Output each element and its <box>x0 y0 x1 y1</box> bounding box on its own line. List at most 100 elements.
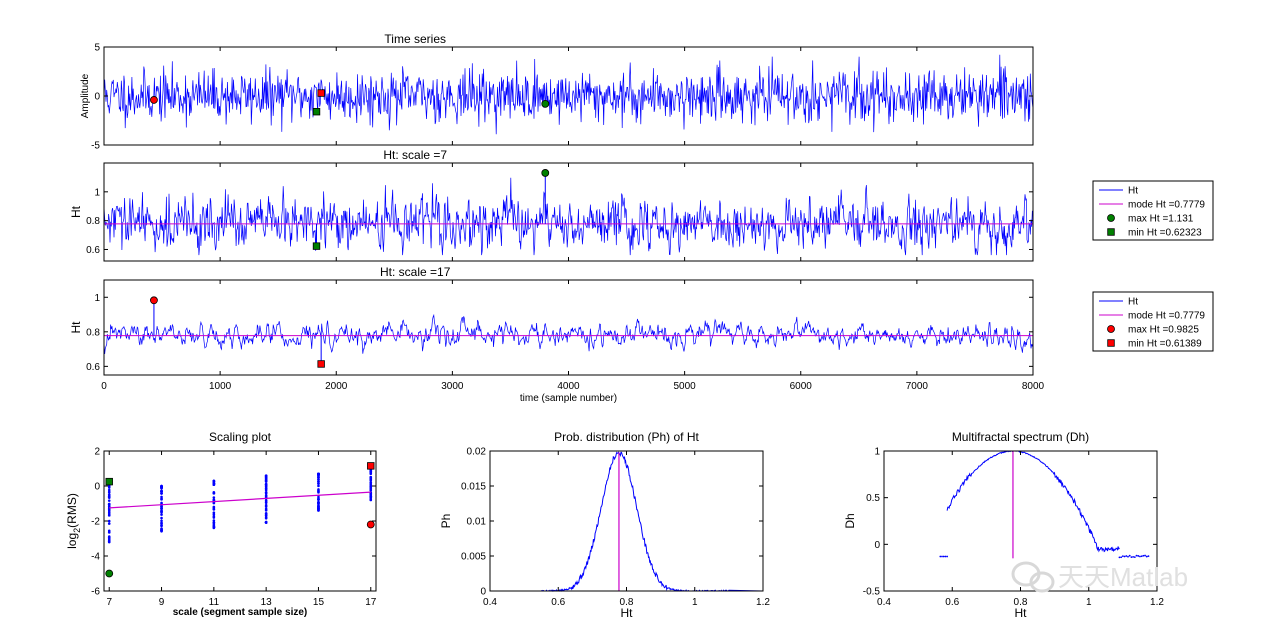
scale-point <box>212 525 216 529</box>
scale-point <box>369 477 373 480</box>
scale-point <box>264 520 268 524</box>
h17-marker-1 <box>317 360 325 368</box>
scale-point <box>107 519 111 523</box>
scale-fit-line <box>109 491 371 509</box>
panel-dh: -0.5 0 0.5 1 0.4 0.6 0.8 1 1.2 Multifractal spect… <box>843 430 1164 620</box>
scale-point <box>369 495 373 498</box>
scale-ytick-label: -4 <box>91 552 100 563</box>
scale-point <box>317 475 320 479</box>
ph-ytick-label: 0.015 <box>461 482 486 493</box>
ph-xtick-label: 0.6 <box>551 597 565 608</box>
dh-xtick-label: 1.2 <box>1150 597 1164 608</box>
dh-curve <box>946 450 1120 553</box>
scale-ylabel: log2(RMS) <box>65 493 82 549</box>
ts-marker-3 <box>541 99 550 108</box>
scale-point <box>212 482 216 486</box>
panel-scale: -6 -4 -2 0 2 7 9 11 13 15 17 Scaling plot scale (seg… <box>65 430 377 618</box>
wechat-logo-icon <box>1011 561 1055 593</box>
ts-marker-2 <box>312 107 321 116</box>
scale-point <box>160 516 163 520</box>
dh-tail-point <box>1145 555 1148 558</box>
dh-tail-point <box>1125 555 1128 557</box>
scale-point <box>107 529 111 533</box>
scale-point <box>107 505 111 508</box>
ph-xtick-label: 0.8 <box>620 597 634 608</box>
scale-point <box>107 503 111 506</box>
h17-xtick-label: 2000 <box>325 381 348 392</box>
scale-point <box>107 499 111 502</box>
h7-ylabel: Ht <box>69 205 83 218</box>
h17-xtick-label: 6000 <box>790 381 813 392</box>
scale-point <box>212 519 216 522</box>
scale-xlabel: scale (segment sample size) <box>173 607 308 618</box>
dh-tail-point <box>1130 556 1133 559</box>
h17-legend-label: min Ht =0.61389 <box>1128 339 1202 350</box>
scale-point <box>212 480 216 483</box>
scale-marker-1 <box>105 569 114 578</box>
h17-axes-box <box>103 279 1034 376</box>
dh-ytick-label: 0 <box>874 540 880 551</box>
ph-ytick-label: 0.005 <box>461 552 486 563</box>
dh-tail-point <box>1147 555 1150 558</box>
dh-tail-point <box>1121 555 1124 558</box>
h7-legend-label: min Ht =0.62323 <box>1128 228 1202 239</box>
h17-ytick-label: 0.6 <box>86 362 100 373</box>
dh-tail-point <box>939 555 942 558</box>
scale-point <box>317 498 320 501</box>
scale-ytick-label: -2 <box>91 517 100 528</box>
scale-point <box>264 477 268 480</box>
dh-tail-point <box>1142 554 1145 557</box>
ph-ytick-label: 0.01 <box>467 517 487 528</box>
dh-tail-point <box>1128 554 1131 557</box>
scale-point <box>369 488 373 492</box>
dh-tail-point <box>1139 555 1141 558</box>
dh-tail-point <box>1127 555 1129 558</box>
scale-axes-box <box>103 450 377 592</box>
scale-point <box>160 524 163 527</box>
scale-point <box>317 482 320 485</box>
h17-ylabel: Ht <box>69 321 83 334</box>
ts-ylabel: Amplitude <box>80 73 91 118</box>
ts-ytick-label: 0 <box>94 92 100 103</box>
h17-legend-label: mode Ht =0.7779 <box>1128 311 1205 322</box>
ph-xtick-label: 1 <box>692 597 698 608</box>
h17-legend-label: max Ht =0.9825 <box>1128 325 1199 336</box>
h17-legend-swatch <box>1107 325 1115 333</box>
dh-tail-point <box>1118 556 1121 559</box>
ts-series-line <box>103 54 1034 135</box>
scale-point <box>317 502 320 505</box>
scale-point <box>160 497 163 500</box>
dh-title: Multifractal spectrum (Dh) <box>952 430 1089 444</box>
scale-point <box>317 484 320 488</box>
h7-legend: Ht mode Ht =0.7779 max Ht =1.131 min Ht =0.… <box>1092 180 1214 241</box>
h17-marker-0 <box>150 296 158 305</box>
scale-point <box>264 491 268 495</box>
ts-title: Time series <box>384 32 446 46</box>
scale-point <box>107 488 111 492</box>
h17-title: Ht: scale =17 <box>380 265 451 279</box>
ts-ytick-label: -5 <box>91 141 100 152</box>
scale-point <box>212 521 216 525</box>
panel-h7: 0.6 0.8 1 Ht: scale =7 Ht <box>69 148 1034 262</box>
dh-ytick-label: -0.5 <box>863 587 881 598</box>
dh-tail-point <box>1135 554 1138 557</box>
ph-xtick-label: 1.2 <box>756 597 770 608</box>
h7-legend-swatch <box>1107 228 1115 236</box>
scale-point <box>107 496 111 499</box>
scale-point <box>264 499 268 502</box>
h7-legend-label: Ht <box>1128 186 1138 197</box>
scale-xtick-label: 17 <box>365 597 377 608</box>
scale-marker-3 <box>366 520 375 529</box>
scale-point <box>317 472 320 476</box>
panel-ts: -5 0 5 Time series Amplitude <box>80 32 1034 152</box>
panel-ph: 0 0.005 0.01 0.015 0.02 0.4 0.6 0.8 1 1.2 Prob. di… <box>439 430 770 620</box>
scale-point <box>107 490 111 494</box>
scale-point <box>107 514 111 517</box>
dh-tail-point <box>1137 555 1140 557</box>
dh-tail-point <box>1140 555 1143 558</box>
scale-point <box>369 481 373 485</box>
ph-xlabel: Ht <box>621 606 634 620</box>
scale-point <box>107 522 111 525</box>
scale-point <box>264 493 268 497</box>
